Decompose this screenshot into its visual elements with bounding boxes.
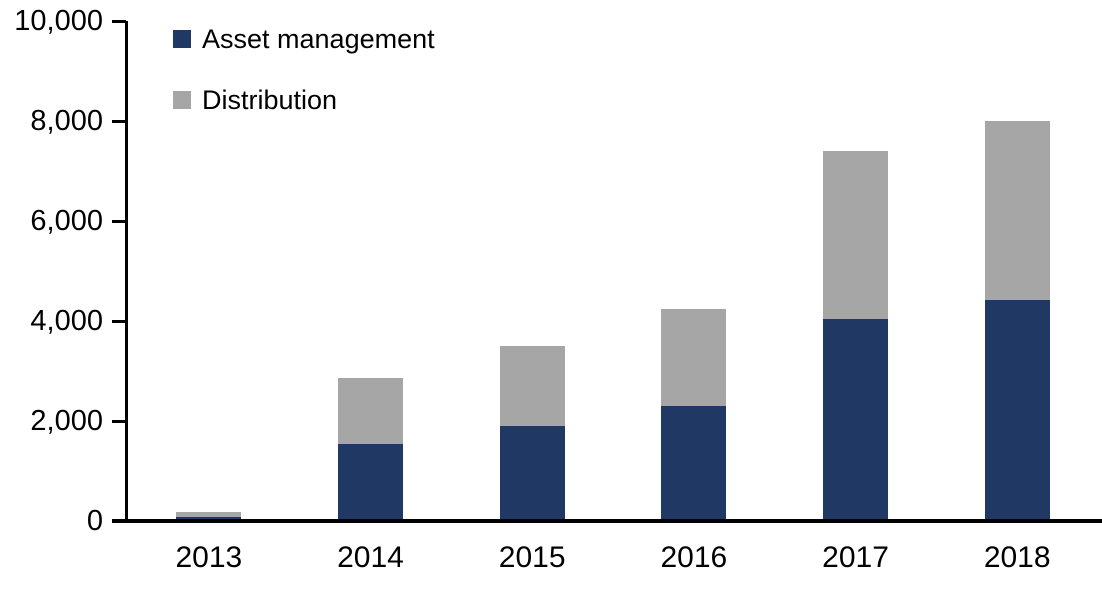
bar-2017 [775,21,937,521]
x-axis-line [112,519,1102,523]
bars-layer [128,21,1098,521]
x-tick-label-2014: 2014 [337,541,404,574]
legend-item-asset-management: Asset management [173,22,435,56]
bar-segment-2017-asset-management [823,318,889,521]
bar-segment-2018-asset-management [984,299,1050,521]
y-tick-label-4000: 4,000 [30,305,103,337]
legend-item-distribution: Distribution [173,83,435,117]
distribution-swatch-icon [173,91,191,109]
bar-segment-2015-distribution [499,346,565,426]
bar-segment-2017-distribution [823,151,889,319]
bar-2015 [451,21,613,521]
bar-segment-2018-distribution [984,121,1050,300]
y-tick-mark-2000 [112,419,126,423]
bar-segment-2013-distribution [176,511,242,517]
legend-label-distribution: Distribution [202,85,338,115]
x-axis-labels: 2013 2014 2015 2016 2017 2018 [128,541,1098,575]
bar-2018 [936,21,1098,521]
legend-label-asset-management: Asset management [202,24,435,54]
x-tick-label-2016: 2016 [660,541,728,574]
y-axis-line [125,21,128,523]
bar-segment-2014-asset-management [338,443,403,521]
x-tick-label-2018: 2018 [983,541,1051,574]
x-tick-label-2015: 2015 [498,541,566,574]
x-tick-label-2013: 2013 [175,541,243,574]
y-tick-mark-4000 [112,319,126,323]
y-tick-label-8000: 8,000 [30,105,103,137]
y-tick-label-6000: 6,000 [30,205,103,237]
asset-management-swatch-icon [173,30,191,48]
x-tick-label-2017: 2017 [822,541,889,574]
bar-2013 [128,21,290,521]
bar-segment-2016-distribution [661,308,727,406]
bar-2016 [613,21,775,521]
bar-segment-2015-asset-management [499,426,565,521]
bar-segment-2013-asset-management [176,516,242,521]
y-tick-mark-6000 [112,219,126,223]
y-tick-label-10000: 10,000 [14,5,103,37]
y-tick-mark-8000 [112,119,126,123]
y-tick-label-0: 0 [86,505,103,537]
bar-2014 [290,21,452,521]
y-tick-mark-10000 [112,19,126,23]
y-tick-label-2000: 2,000 [30,405,103,437]
bar-segment-2016-asset-management [661,405,727,521]
legend: Asset management Distribution [173,22,435,117]
bar-segment-2014-distribution [338,377,403,444]
y-axis-label-column: 0 2,000 4,000 6,000 8,000 10,000 [0,0,103,594]
